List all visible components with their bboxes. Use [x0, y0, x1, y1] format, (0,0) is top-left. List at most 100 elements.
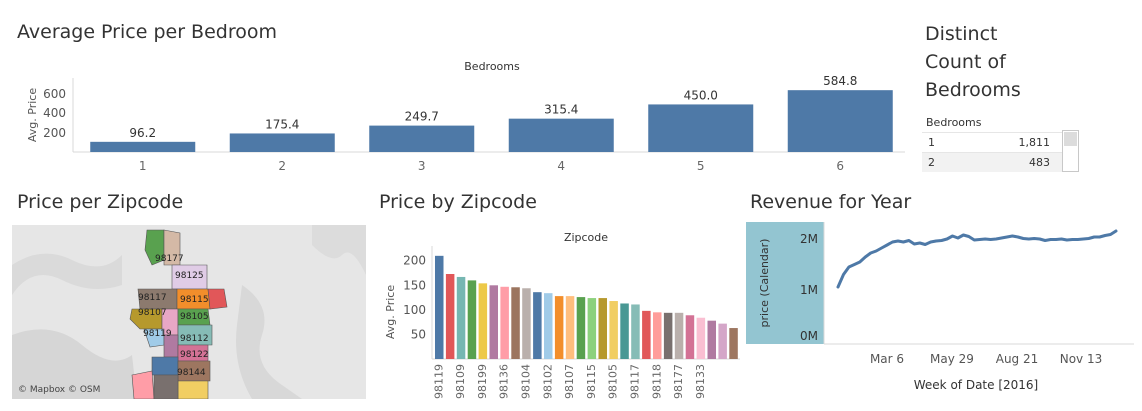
- bedroom-bar-label: 315.4: [544, 103, 578, 117]
- zipcode-x-tick: 98107: [563, 364, 576, 399]
- zip-label: 98117: [138, 293, 167, 303]
- map-water-1: [12, 253, 122, 295]
- zipcode-bar[interactable]: [620, 303, 629, 359]
- zip-ytick: 50: [411, 327, 426, 341]
- zip-label: 98119: [143, 329, 172, 339]
- zipcode-bar[interactable]: [533, 292, 542, 359]
- zipcode-bar[interactable]: [587, 298, 597, 359]
- zipcode-bar[interactable]: [598, 298, 608, 359]
- rev-xtick: Aug 21: [996, 352, 1039, 366]
- y-axis-highlight[interactable]: [746, 222, 824, 344]
- zipcode-bar[interactable]: [642, 310, 651, 359]
- zipcode-bar[interactable]: [489, 285, 499, 359]
- zip-ytick: 100: [403, 303, 426, 317]
- zipcode-bar[interactable]: [729, 328, 738, 359]
- distinct-title-line-2: Count of: [925, 51, 1006, 73]
- zipcode-bar[interactable]: [565, 296, 575, 359]
- rev-ytick-0m: 0M: [800, 329, 818, 343]
- zip-shape[interactable]: [151, 356, 179, 376]
- bed-ytick-400: 400: [43, 106, 66, 120]
- bedroom-bar[interactable]: [508, 118, 614, 152]
- revenue-line[interactable]: [836, 229, 1118, 289]
- zipcode-bar[interactable]: [511, 287, 520, 359]
- bed-y-axis-label: Avg. Price: [26, 88, 39, 142]
- map-water-2: [12, 329, 137, 399]
- bedroom-bar-label: 249.7: [405, 110, 439, 124]
- zipcode-x-tick: 98117: [628, 364, 641, 399]
- scrollbar-thumb[interactable]: [1064, 132, 1077, 146]
- row-label: 1: [928, 136, 935, 149]
- zipcode-x-tick: 98115: [585, 364, 598, 399]
- price-by-zipcode-chart[interactable]: Zipcode Avg. Price 200 150 100 50 98119 9810…: [374, 222, 744, 406]
- zipcode-bar[interactable]: [500, 286, 509, 359]
- distinct-title-line-1: Distinct: [925, 23, 998, 45]
- bedroom-bar-label: 175.4: [265, 117, 299, 131]
- zip-label: 98122: [180, 350, 209, 360]
- row-label: 2: [928, 156, 935, 169]
- zipcode-bar[interactable]: [685, 315, 695, 359]
- bedroom-bar[interactable]: [648, 104, 754, 152]
- zipcode-bar[interactable]: [696, 317, 706, 359]
- zip-label: 98144: [177, 368, 206, 378]
- zipcode-bar[interactable]: [522, 288, 531, 359]
- zip-label: 98107: [138, 308, 167, 318]
- zipcode-header: Zipcode: [564, 231, 608, 244]
- bedroom-bar-label: 450.0: [684, 88, 718, 102]
- zipcode-bar[interactable]: [576, 297, 586, 359]
- zip-shape[interactable]: [177, 380, 209, 399]
- map-attribution: © Mapbox © OSM: [18, 385, 100, 395]
- zipcode-bar[interactable]: [609, 301, 618, 359]
- zipcode-bar[interactable]: [544, 293, 553, 359]
- table-row[interactable]: 2 483: [922, 152, 1062, 172]
- zipcode-x-tick: 98118: [650, 364, 663, 399]
- bedroom-x-tick: 3: [418, 159, 426, 173]
- zipcode-bar[interactable]: [456, 276, 466, 359]
- zipcode-bar[interactable]: [435, 255, 444, 359]
- bedroom-x-tick: 4: [557, 159, 565, 173]
- zip-shape[interactable]: [207, 288, 228, 310]
- rev-ytick-1m: 1M: [800, 283, 818, 297]
- distinct-count-title: Distinct Count of Bedrooms: [925, 20, 1021, 104]
- zip-label: 98112: [180, 334, 209, 344]
- zip-y-axis-label: Avg. Price: [384, 285, 397, 339]
- zipcode-bar[interactable]: [478, 283, 488, 359]
- bedroom-bar[interactable]: [787, 90, 893, 152]
- table-scrollbar[interactable]: [1062, 130, 1079, 172]
- zip-98144-shape[interactable]: [177, 360, 211, 382]
- map-lake: [236, 285, 302, 399]
- distinct-count-table[interactable]: Bedrooms 1 1,811 2 483: [922, 114, 1080, 172]
- zipcode-bar[interactable]: [631, 304, 640, 359]
- zip-98177-shape[interactable]: [144, 229, 165, 266]
- zipcode-bar[interactable]: [674, 312, 684, 359]
- rev-xtick: May 29: [930, 352, 974, 366]
- zip-shape[interactable]: [153, 374, 179, 399]
- zipcode-bar[interactable]: [554, 296, 564, 359]
- revenue-year-title: Revenue for Year: [750, 191, 912, 213]
- zipcode-bar[interactable]: [707, 320, 717, 359]
- bedroom-bar-label: 96.2: [129, 126, 156, 140]
- zip-shape[interactable]: [131, 370, 155, 399]
- price-by-zipcode-title: Price by Zipcode: [379, 191, 537, 213]
- row-value: 1,811: [1018, 136, 1051, 149]
- zipcode-bar[interactable]: [467, 280, 477, 359]
- zipcode-bar[interactable]: [653, 312, 662, 359]
- map-water-3: [312, 225, 366, 275]
- bedroom-bar[interactable]: [90, 141, 196, 152]
- zipcode-bar[interactable]: [718, 323, 727, 359]
- zipcode-bar[interactable]: [663, 312, 673, 359]
- bedroom-x-tick: 5: [697, 159, 705, 173]
- avg-price-bedroom-chart[interactable]: Bedrooms Avg. Price 600 400 200 96.2 1 175…: [0, 52, 905, 180]
- price-per-zipcode-title: Price per Zipcode: [17, 191, 184, 213]
- bedroom-bar[interactable]: [229, 133, 335, 152]
- zipcode-map[interactable]: 98177 98125 98117 98115 98107 98105 9811…: [12, 225, 366, 399]
- rev-y-axis-label: price (Calendar): [758, 239, 771, 328]
- distinct-title-line-3: Bedrooms: [925, 79, 1021, 101]
- zipcode-bar[interactable]: [445, 274, 455, 359]
- zipcode-x-tick: 98109: [454, 364, 467, 399]
- revenue-year-chart[interactable]: price (Calendar) 2M 1M 0M Mar 6 May 29 A…: [746, 222, 1138, 400]
- zip-label: 98115: [180, 295, 209, 305]
- table-row[interactable]: 1 1,811: [922, 132, 1062, 152]
- zip-ytick: 150: [403, 278, 426, 292]
- bedroom-bar[interactable]: [369, 125, 475, 152]
- rev-x-axis-label: Week of Date [2016]: [914, 378, 1038, 392]
